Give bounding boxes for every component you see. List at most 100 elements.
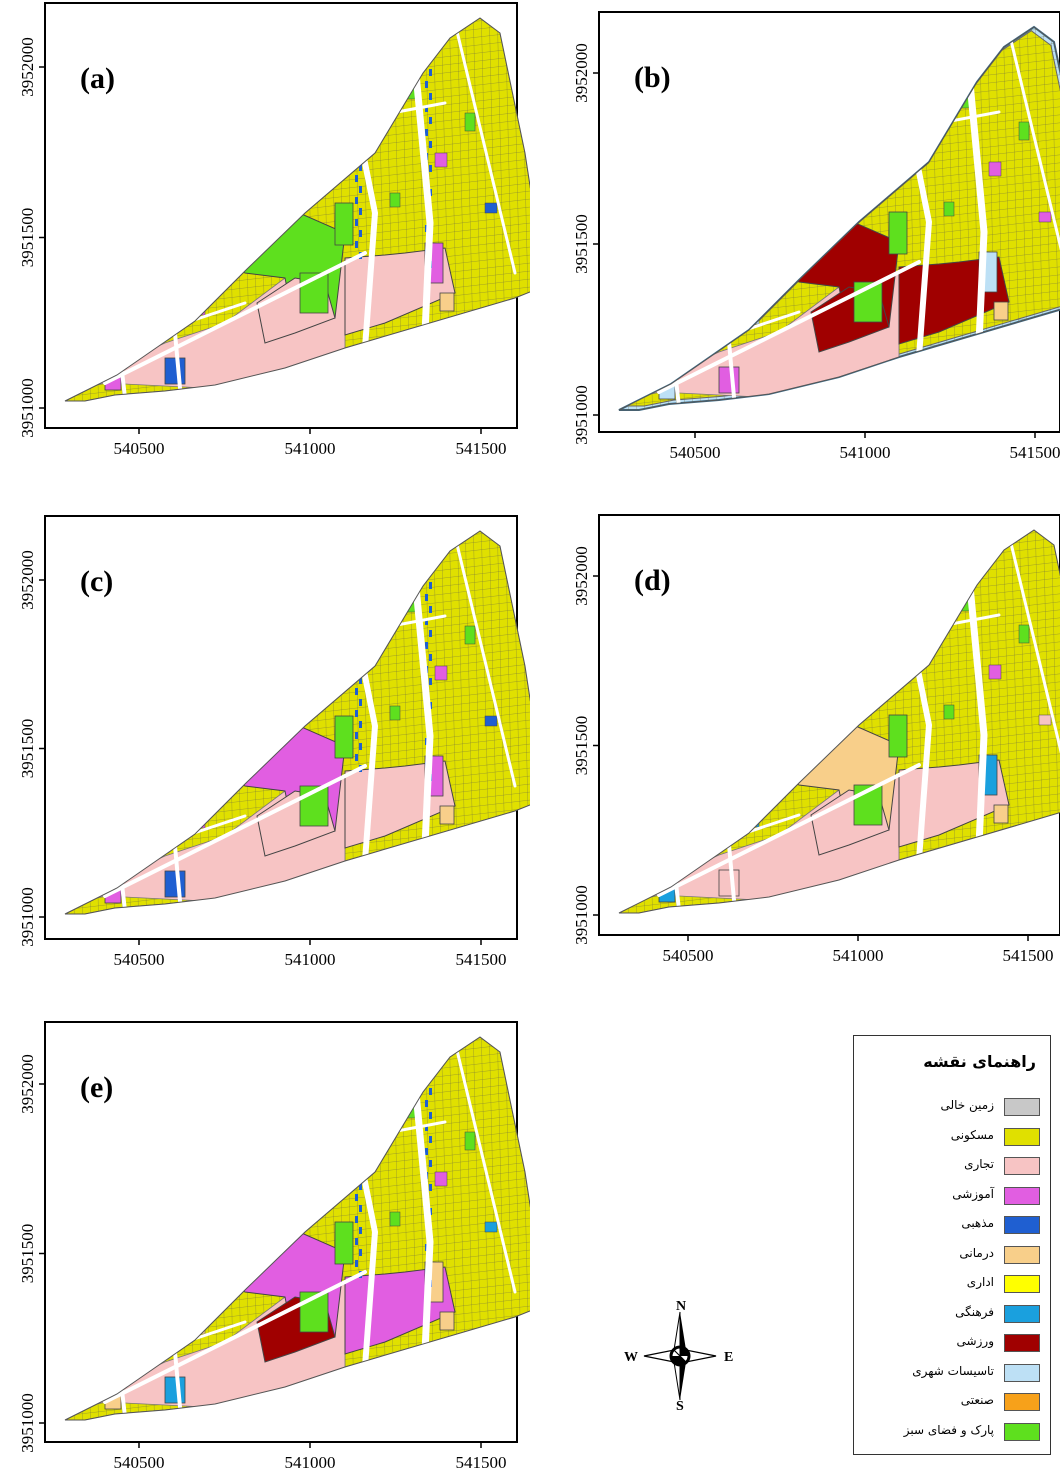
x-tick-label: 541500 <box>456 950 507 969</box>
park-parcel <box>888 211 908 255</box>
x-tick-label: 541500 <box>1010 443 1060 462</box>
map-canvas: (c) 540500 541000 541500 3951000 3951500 39520… <box>18 515 530 969</box>
legend-item-cultural: فرهنگی <box>860 1303 1040 1325</box>
legend-swatch <box>1004 1334 1040 1352</box>
religious-parcel <box>359 208 362 215</box>
religious-parcel <box>429 93 432 100</box>
religious-parcel <box>429 630 432 637</box>
parcel <box>1038 211 1052 223</box>
street <box>727 340 736 399</box>
legend-item-medical: درمانی <box>860 1244 1040 1266</box>
legend-item-park: پارک و فضای سبز <box>860 1421 1040 1443</box>
parcel <box>1018 624 1030 644</box>
street <box>103 764 367 898</box>
x-tick-label: 541000 <box>285 439 336 458</box>
x-tick-label: 541500 <box>1003 946 1054 965</box>
legend-swatch <box>1004 1422 1040 1441</box>
religious-parcel <box>355 219 358 226</box>
religious-parcel <box>355 688 358 695</box>
y-tick-label: 3951000 <box>18 378 37 438</box>
religious-parcel <box>359 230 362 237</box>
religious-parcel <box>429 654 432 661</box>
religious-parcel <box>425 1148 428 1155</box>
religious-parcel <box>429 165 432 172</box>
district-outline <box>64 530 530 915</box>
legend-item-educational: آموزشی <box>860 1185 1040 1207</box>
legend-swatch <box>1004 1275 1040 1293</box>
legend-swatch <box>1004 1363 1040 1382</box>
legend-item-residential: مسکونی <box>860 1126 1040 1148</box>
legend-label: اداری <box>966 1275 994 1289</box>
parcel <box>1038 714 1052 726</box>
legend-label: پارک و فضای سبز <box>903 1422 994 1437</box>
legend-item-religious: مذهبی <box>860 1214 1040 1236</box>
street <box>411 59 434 337</box>
y-tick-label: 3951500 <box>18 719 37 779</box>
legend-label: تاسیسات شهری <box>912 1363 994 1378</box>
parcel <box>434 152 448 168</box>
legend-item-commercial: تجاری <box>860 1155 1040 1177</box>
park-parcel <box>334 715 354 759</box>
district-outline <box>618 529 1060 914</box>
parcel <box>484 202 498 214</box>
legend-swatch <box>1004 1186 1040 1205</box>
legend-swatch <box>1004 1393 1040 1411</box>
religious-parcel <box>425 129 428 136</box>
religious-parcel <box>359 186 362 193</box>
y-tick-label: 3952000 <box>18 37 37 97</box>
parcel <box>439 1311 455 1331</box>
religious-parcel <box>359 1249 362 1256</box>
map-canvas: (e) 540500 541000 541500 3951000 3951500 39520… <box>18 1021 530 1472</box>
street <box>1007 533 1060 787</box>
religious-parcel <box>359 699 362 706</box>
map-legend: راهنمای نقشه زمین خالی مسکونی تجاری آموزشی م… <box>853 1035 1051 1455</box>
legend-swatch <box>1004 1216 1040 1234</box>
parcel <box>464 112 476 132</box>
religious-parcel <box>355 1238 358 1245</box>
street <box>1007 30 1060 284</box>
street <box>727 843 736 902</box>
parcel <box>464 625 476 645</box>
religious-parcel <box>359 743 362 750</box>
legend-item-administrative: اداری <box>860 1273 1040 1295</box>
compass-s: S <box>676 1399 684 1410</box>
legend-swatch <box>1004 1127 1040 1146</box>
religious-parcel <box>355 175 358 182</box>
legend-swatch <box>1004 1098 1040 1116</box>
street <box>657 763 921 897</box>
religious-parcel <box>359 1205 362 1212</box>
parcel <box>164 870 186 898</box>
religious-parcel <box>359 164 362 171</box>
religious-parcel <box>355 197 358 204</box>
legend-swatch <box>1004 1245 1040 1264</box>
panel-label: (e) <box>80 1071 113 1104</box>
legend-label: مذهبی <box>961 1216 994 1230</box>
x-tick-label: 541500 <box>456 439 507 458</box>
parcel <box>389 705 401 721</box>
religious-parcel <box>359 1183 362 1190</box>
parcel <box>439 805 455 825</box>
religious-parcel <box>425 618 428 625</box>
legend-item-vacant: زمین خالی <box>860 1096 1040 1118</box>
y-tick-label: 3951000 <box>18 887 37 947</box>
religious-parcel <box>355 1216 358 1223</box>
street <box>173 1350 182 1409</box>
parcel <box>943 704 955 720</box>
legend-label: درمانی <box>959 1245 994 1260</box>
legend-label: ورزشی <box>956 1334 994 1348</box>
religious-parcel <box>429 1184 432 1191</box>
north-arrow-compass: N S E W <box>620 1298 740 1414</box>
religious-parcel <box>429 678 432 685</box>
religious-parcel <box>355 754 358 761</box>
religious-parcel <box>425 81 428 88</box>
legend-item-industrial: صنعتی <box>860 1391 1040 1413</box>
religious-parcel <box>429 1088 432 1095</box>
compass-w: W <box>624 1350 638 1365</box>
legend-label: زمین خالی <box>940 1098 994 1112</box>
y-tick-label: 3951000 <box>572 885 591 945</box>
street <box>965 571 988 849</box>
religious-parcel <box>429 1160 432 1167</box>
religious-parcel <box>429 582 432 589</box>
panel-label: (d) <box>634 564 671 597</box>
religious-parcel <box>429 69 432 76</box>
